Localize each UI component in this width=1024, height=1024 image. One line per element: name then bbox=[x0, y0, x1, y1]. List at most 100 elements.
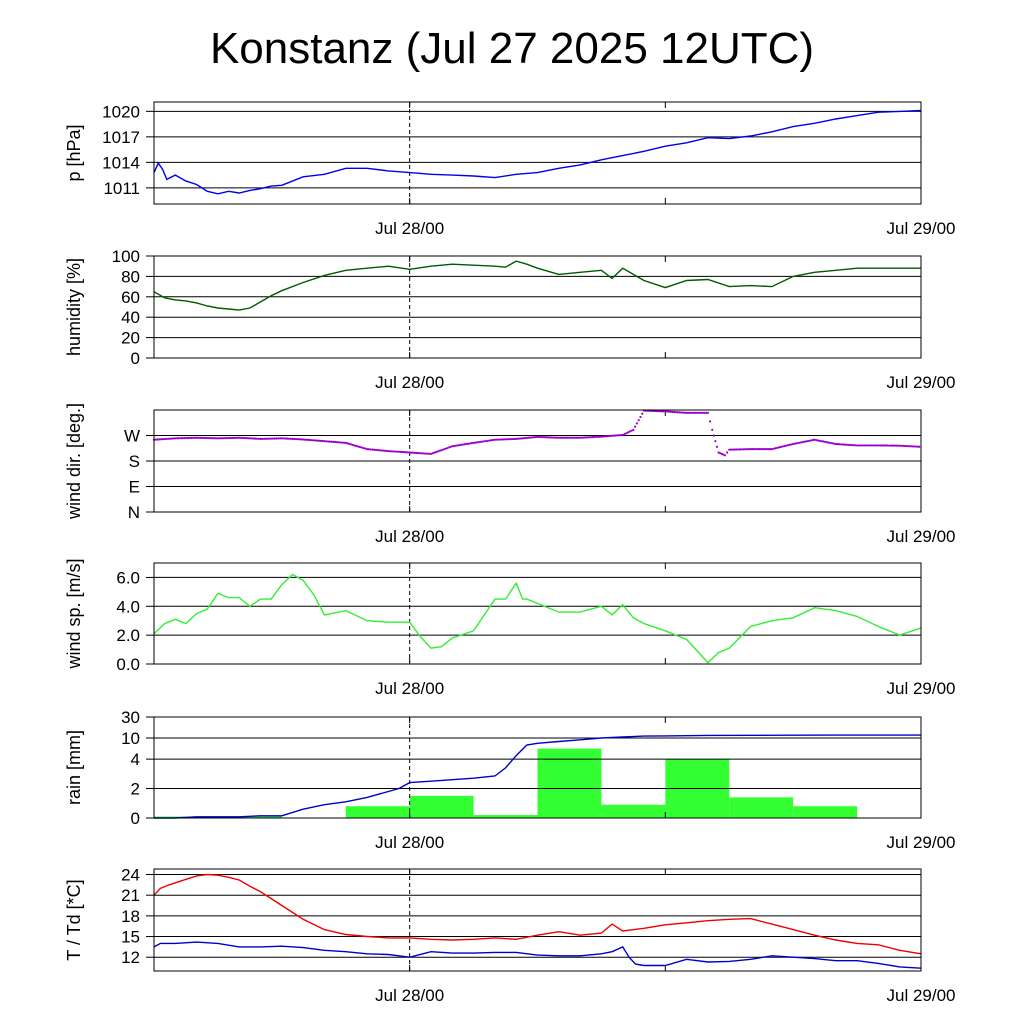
wind-dir-point bbox=[470, 442, 473, 445]
wind-dir-point bbox=[209, 437, 212, 440]
y-axis-label: wind sp. [m/s] bbox=[64, 558, 84, 669]
wind-dir-point bbox=[566, 436, 569, 439]
wind-dir-point bbox=[681, 411, 685, 414]
y-tick-label: 15 bbox=[121, 928, 140, 947]
wind-dir-point bbox=[711, 428, 714, 431]
wind-dir-point bbox=[518, 437, 521, 440]
plot-frame bbox=[153, 868, 922, 972]
wind-dir-point bbox=[580, 436, 583, 439]
wind-dir-point bbox=[822, 440, 825, 443]
wind-dir-point bbox=[287, 437, 291, 440]
wind-dir-point bbox=[497, 438, 500, 441]
wind-dir-point bbox=[855, 444, 859, 447]
wind-dir-point bbox=[298, 438, 301, 441]
series-line bbox=[153, 260, 921, 311]
wind-dir-point bbox=[236, 436, 239, 439]
wind-dir-point bbox=[438, 449, 441, 452]
wind-dir-point bbox=[458, 444, 461, 447]
wind-dir-point bbox=[676, 411, 679, 414]
wind-dir-point bbox=[284, 437, 287, 440]
y-tick-label: 18 bbox=[121, 907, 140, 926]
wind-dir-point bbox=[374, 448, 378, 452]
wind-dir-point bbox=[332, 440, 335, 443]
wind-dir-point bbox=[582, 436, 585, 439]
wind-dir-point bbox=[232, 436, 235, 440]
wind-dir-point bbox=[396, 450, 399, 453]
wind-dir-point bbox=[532, 436, 536, 439]
wind-dir-point bbox=[666, 410, 669, 413]
wind-dir-point bbox=[337, 441, 340, 444]
y-tick-label: W bbox=[124, 427, 140, 446]
wind-dir-point bbox=[554, 436, 557, 439]
wind-dir-point bbox=[630, 429, 633, 432]
wind-dir-point bbox=[889, 444, 892, 447]
y-tick-label: E bbox=[129, 478, 140, 497]
wind-dir-point bbox=[257, 437, 260, 440]
wind-dir-point bbox=[621, 433, 624, 437]
wind-dir-point bbox=[476, 441, 479, 444]
wind-dir-point bbox=[552, 436, 555, 439]
wind-dir-point bbox=[729, 448, 733, 451]
wind-dir-point bbox=[813, 438, 816, 441]
wind-dir-point bbox=[417, 451, 420, 455]
wind-dir-point bbox=[887, 444, 891, 447]
wind-dir-point bbox=[460, 443, 463, 446]
wind-dir-point bbox=[268, 437, 271, 440]
wind-dir-point bbox=[296, 438, 299, 441]
wind-dir-point bbox=[392, 450, 395, 453]
wind-dir-point bbox=[335, 441, 338, 444]
wind-dir-point bbox=[397, 450, 401, 453]
wind-dir-point bbox=[602, 435, 605, 438]
wind-dir-point bbox=[637, 419, 640, 422]
rain-bar bbox=[217, 816, 282, 818]
wind-dir-point bbox=[444, 447, 447, 450]
y-tick-label: 100 bbox=[112, 247, 140, 266]
wind-dir-point bbox=[522, 437, 525, 440]
wind-dir-point bbox=[468, 442, 472, 445]
wind-dir-point bbox=[539, 435, 543, 439]
wind-dir-point bbox=[841, 443, 844, 446]
wind-dir-point bbox=[380, 449, 383, 452]
wind-dir-point bbox=[689, 411, 692, 414]
wind-dir-point bbox=[319, 439, 322, 442]
wind-dir-point bbox=[579, 436, 582, 439]
wind-dir-point bbox=[863, 444, 866, 447]
y-tick-label: N bbox=[128, 503, 140, 522]
wind-dir-point bbox=[811, 439, 814, 442]
y-tick-label: 1017 bbox=[102, 128, 140, 147]
wind-dir-point bbox=[680, 411, 683, 414]
wind-dir-point bbox=[806, 440, 809, 443]
wind-dir-point bbox=[584, 436, 587, 439]
wind-dir-point bbox=[426, 452, 429, 455]
wind-dir-point bbox=[884, 444, 887, 447]
x-tick-label: Jul 28/00 bbox=[375, 219, 444, 238]
wind-dir-point bbox=[547, 436, 550, 439]
wind-dir-point bbox=[616, 434, 619, 437]
wind-dir-point bbox=[538, 435, 541, 439]
wind-dir-point bbox=[761, 448, 765, 451]
wind-dir-point bbox=[781, 445, 784, 448]
wind-dir-point bbox=[440, 448, 443, 452]
wind-dir-point bbox=[909, 445, 912, 448]
wind-dir-point bbox=[694, 411, 697, 414]
wind-dir-point bbox=[683, 411, 686, 414]
wind-dir-point bbox=[394, 450, 397, 453]
wind-dir-point bbox=[728, 448, 731, 451]
wind-dir-point bbox=[314, 439, 317, 442]
wind-dir-point bbox=[603, 435, 607, 438]
wind-dir-point bbox=[902, 444, 905, 447]
wind-dir-point bbox=[255, 437, 259, 440]
wind-dir-point bbox=[559, 436, 562, 439]
wind-dir-point bbox=[415, 451, 418, 455]
wind-dir-point bbox=[527, 436, 530, 439]
wind-dir-point bbox=[587, 436, 591, 439]
chart-title: Konstanz (Jul 27 2025 12UTC) bbox=[209, 24, 815, 73]
wind-dir-point bbox=[779, 445, 782, 449]
wind-dir-point bbox=[738, 448, 742, 451]
wind-dir-point bbox=[563, 436, 566, 439]
wind-dir-point bbox=[204, 436, 207, 440]
wind-dir-point bbox=[362, 446, 365, 450]
wind-dir-point bbox=[376, 448, 379, 452]
wind-dir-point bbox=[220, 437, 223, 440]
wind-dir-point bbox=[506, 438, 509, 441]
